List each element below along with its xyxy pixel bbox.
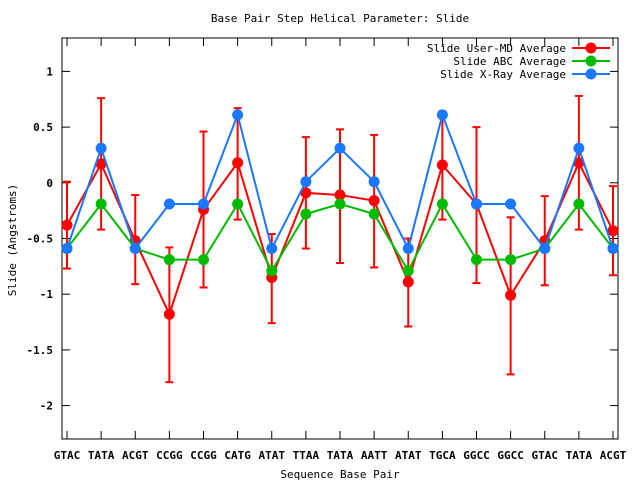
- x-tick-label: TATA: [88, 449, 115, 462]
- data-point: [471, 198, 482, 210]
- data-point: [163, 308, 175, 320]
- data-point: [402, 243, 414, 255]
- x-axis-label: Sequence Base Pair: [280, 468, 400, 480]
- y-tick-label: -1: [40, 288, 54, 301]
- data-point: [573, 142, 585, 154]
- data-point: [266, 265, 278, 277]
- y-axis-label: Slide (Angstroms): [6, 184, 19, 297]
- y-tick-label: -0.5: [27, 233, 54, 246]
- data-point: [198, 198, 209, 210]
- x-tick-label: GGCC: [463, 449, 490, 462]
- x-tick-label: ATAT: [259, 449, 286, 462]
- data-point: [232, 109, 244, 121]
- y-tick-label: 0.5: [33, 121, 53, 134]
- y-tick-label: 0: [46, 177, 53, 190]
- data-point: [436, 109, 448, 121]
- data-point: [232, 198, 244, 210]
- y-tick-label: -2: [40, 400, 53, 413]
- data-point: [95, 198, 107, 210]
- x-tick-label: TTAA: [293, 449, 320, 462]
- legend-swatch-marker: [585, 42, 597, 54]
- data-point: [300, 176, 312, 188]
- x-tick-label: CCGG: [156, 449, 183, 462]
- data-point: [505, 254, 517, 266]
- x-tick-label: TATA: [566, 449, 593, 462]
- x-tick-label: ACGT: [600, 449, 627, 462]
- data-point: [573, 198, 585, 210]
- data-point: [95, 158, 107, 170]
- data-point: [402, 276, 414, 288]
- x-tick-label: CATG: [224, 449, 251, 462]
- data-point: [368, 195, 380, 207]
- x-axis: GTAC TATA ACGT CCGG CCGG CATG ATAT TTAA TATA AATT…: [54, 38, 627, 462]
- data-point: [300, 187, 312, 199]
- series-layer: [61, 94, 619, 384]
- x-tick-label: TGCA: [429, 449, 456, 462]
- series-3: [61, 109, 619, 255]
- data-point: [436, 159, 448, 171]
- data-point: [436, 198, 448, 210]
- legend-label: Slide User-MD Average: [427, 42, 566, 55]
- data-point: [129, 243, 141, 255]
- data-point: [334, 198, 346, 210]
- data-point: [163, 254, 175, 266]
- legend-swatch-marker: [585, 55, 597, 67]
- x-tick-label: GGCC: [497, 449, 524, 462]
- data-point: [505, 198, 517, 210]
- data-point: [266, 243, 278, 255]
- data-point: [300, 208, 312, 220]
- legend-label: Slide X-Ray Average: [440, 68, 566, 81]
- x-tick-label: AATT: [361, 449, 388, 462]
- data-point: [471, 254, 482, 266]
- chart-title: Base Pair Step Helical Parameter: Slide: [211, 12, 469, 25]
- x-tick-label: GTAC: [532, 449, 559, 462]
- series-1: [61, 94, 619, 384]
- data-point: [368, 176, 380, 188]
- data-point: [334, 189, 346, 201]
- data-point: [607, 225, 619, 237]
- data-point: [232, 157, 244, 169]
- y-tick-label: 1: [46, 65, 53, 78]
- x-tick-label: CCGG: [190, 449, 217, 462]
- x-tick-label: ACGT: [122, 449, 149, 462]
- y-tick-label: -1.5: [27, 344, 54, 357]
- data-point: [505, 289, 517, 301]
- data-point: [539, 243, 551, 255]
- data-point: [334, 142, 346, 154]
- data-point: [163, 198, 175, 210]
- data-point: [61, 219, 73, 231]
- data-point: [573, 157, 585, 169]
- x-tick-label: GTAC: [54, 449, 81, 462]
- x-tick-label: TATA: [327, 449, 354, 462]
- data-point: [198, 254, 209, 266]
- data-point: [95, 142, 107, 154]
- data-point: [61, 243, 73, 255]
- data-point: [368, 208, 380, 220]
- y-axis: 1 0.5 0 -0.5 -1 -1.5 -2: [27, 65, 618, 413]
- data-point: [607, 243, 619, 255]
- data-point: [402, 265, 414, 277]
- legend-swatch-marker: [585, 68, 597, 80]
- x-tick-label: ATAT: [395, 449, 422, 462]
- legend-label: Slide ABC Average: [453, 55, 566, 68]
